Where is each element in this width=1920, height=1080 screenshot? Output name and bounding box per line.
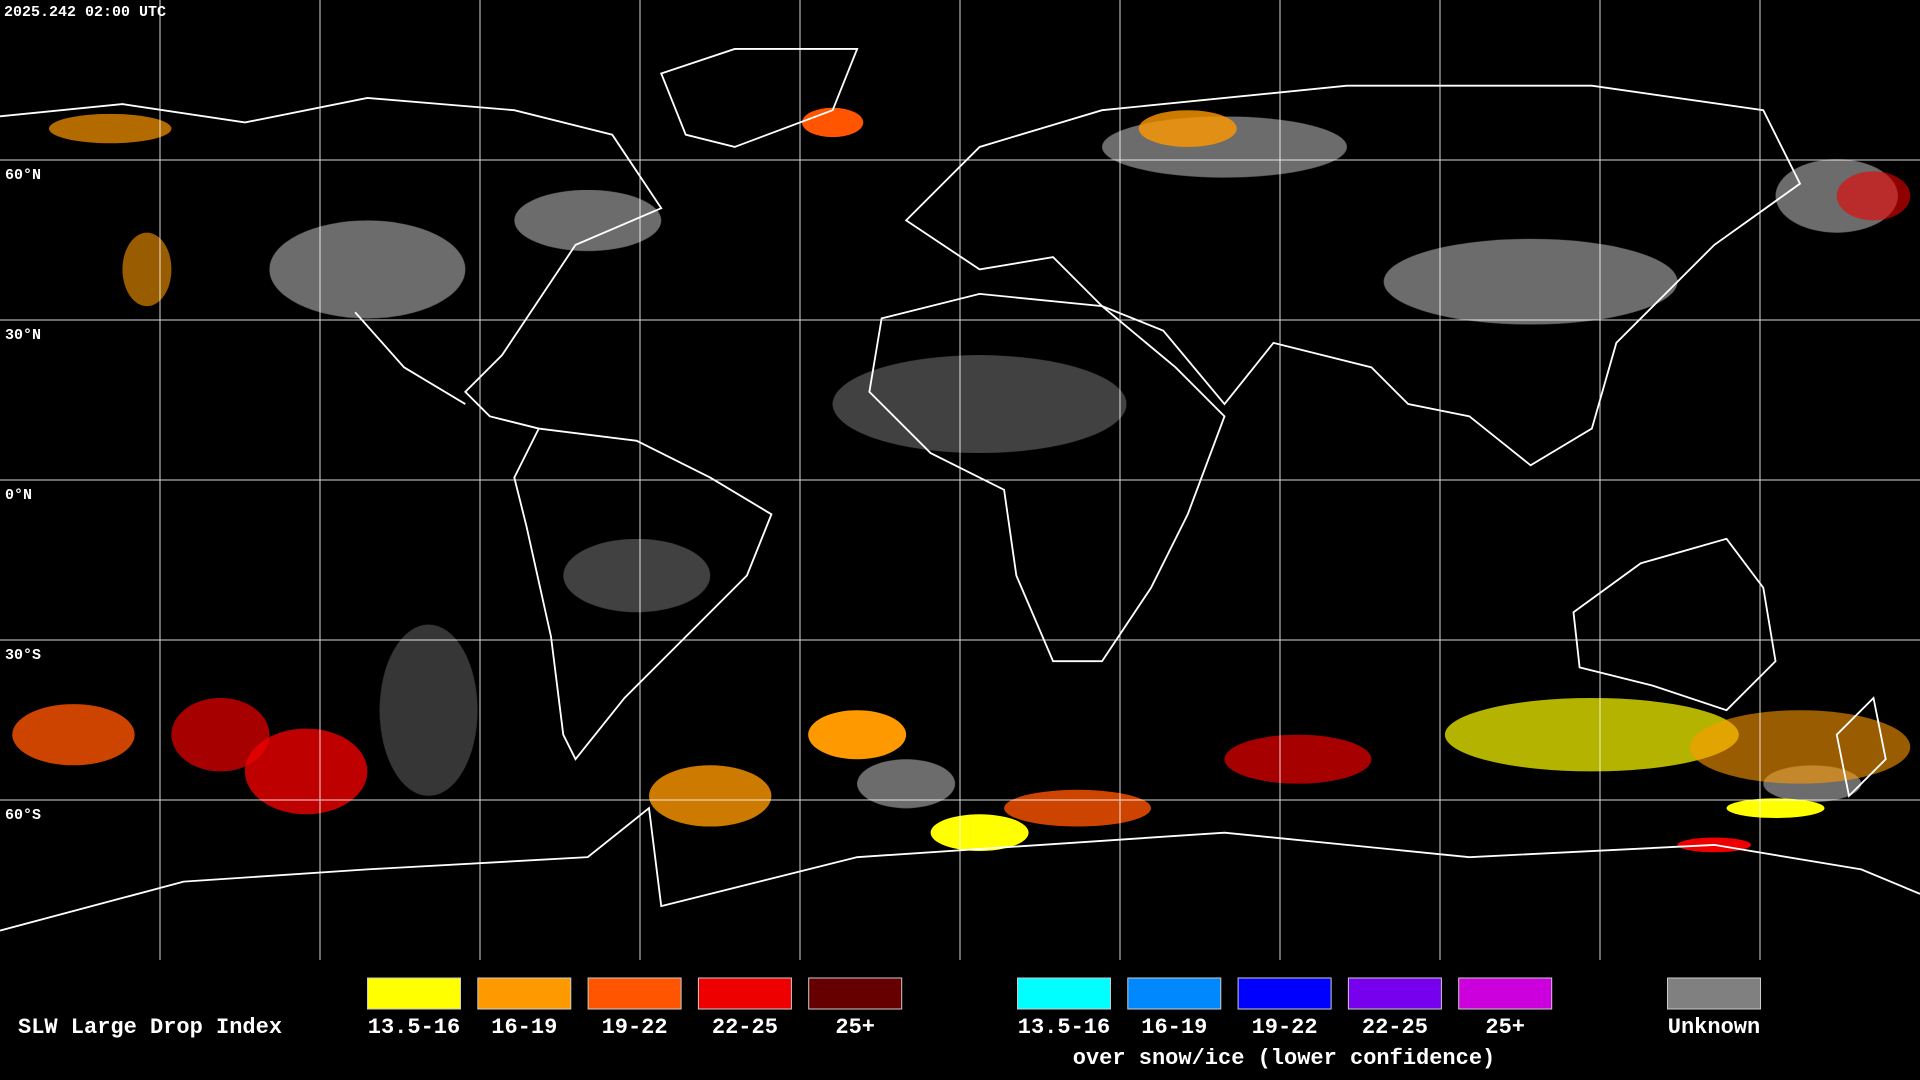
unknown-clouds [269,116,1898,809]
legend-swatch [808,977,903,1010]
legend-swatch [1347,977,1442,1010]
coastlines [0,48,1920,932]
latitude-label: 60°S [5,807,41,824]
legend-label: 22-25 [712,1015,778,1040]
timestamp: 2025.242 02:00 UTC [4,4,166,21]
slw-clouds [12,107,1911,853]
legend-swatch [1458,977,1553,1010]
legend-label: Unknown [1668,1015,1760,1040]
map [0,48,1920,932]
legend-swatch [477,977,572,1010]
legend-label: 22-25 [1362,1015,1428,1040]
legend-label: 16-19 [1141,1015,1207,1040]
legend-label: 19-22 [602,1015,668,1040]
legend-swatch [1667,977,1761,1010]
legend-swatch [697,977,792,1010]
latitude-label: 30°S [5,647,41,664]
legend-label: 25+ [835,1015,875,1040]
legend-swatch [367,977,461,1010]
legend-label: 16-19 [491,1015,557,1040]
legend-swatch [587,977,682,1010]
snow-caption: over snow/ice (lower confidence) [1073,1046,1495,1071]
legend-label: 13.5-16 [1018,1015,1110,1040]
legend-title: SLW Large Drop Index [18,1015,282,1040]
legend-swatch [1127,977,1222,1010]
latitude-label: 60°N [5,167,41,184]
legend-swatch [1017,977,1111,1010]
latitude-label: 0°N [5,487,32,504]
graticule [0,0,1920,960]
legend-label: 25+ [1485,1015,1525,1040]
legend-label: 19-22 [1252,1015,1318,1040]
legend-label: 13.5-16 [368,1015,460,1040]
legend-swatch [1237,977,1332,1010]
latitude-label: 30°N [5,327,41,344]
